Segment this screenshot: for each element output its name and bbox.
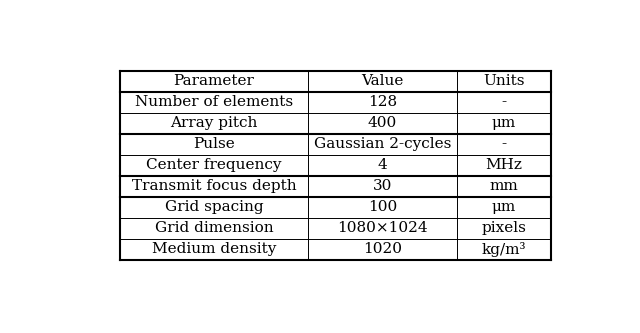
Text: Units: Units [483,74,525,88]
Text: Medium density: Medium density [152,242,276,256]
Text: μm: μm [492,200,516,214]
Text: -: - [502,137,507,151]
Text: Grid dimension: Grid dimension [155,221,273,235]
Text: Grid spacing: Grid spacing [164,200,263,214]
Text: pixels: pixels [482,221,527,235]
Text: 4: 4 [378,159,387,172]
Text: mm: mm [490,179,518,193]
Text: -: - [502,95,507,109]
Text: 30: 30 [373,179,392,193]
Text: 128: 128 [368,95,397,109]
Text: 100: 100 [368,200,397,214]
Text: Transmit focus depth: Transmit focus depth [132,179,296,193]
Text: kg/m³: kg/m³ [482,242,526,257]
Text: μm: μm [492,116,516,130]
Text: Parameter: Parameter [173,74,254,88]
Text: Gaussian 2-cycles: Gaussian 2-cycles [314,137,451,151]
Text: Pulse: Pulse [193,137,235,151]
Text: Center frequency: Center frequency [146,159,282,172]
Text: Array pitch: Array pitch [170,116,258,130]
Text: 1020: 1020 [363,242,402,256]
Text: MHz: MHz [486,159,522,172]
Text: 1080×1024: 1080×1024 [337,221,428,235]
Text: Value: Value [362,74,404,88]
Text: Number of elements: Number of elements [135,95,293,109]
Text: 400: 400 [368,116,397,130]
